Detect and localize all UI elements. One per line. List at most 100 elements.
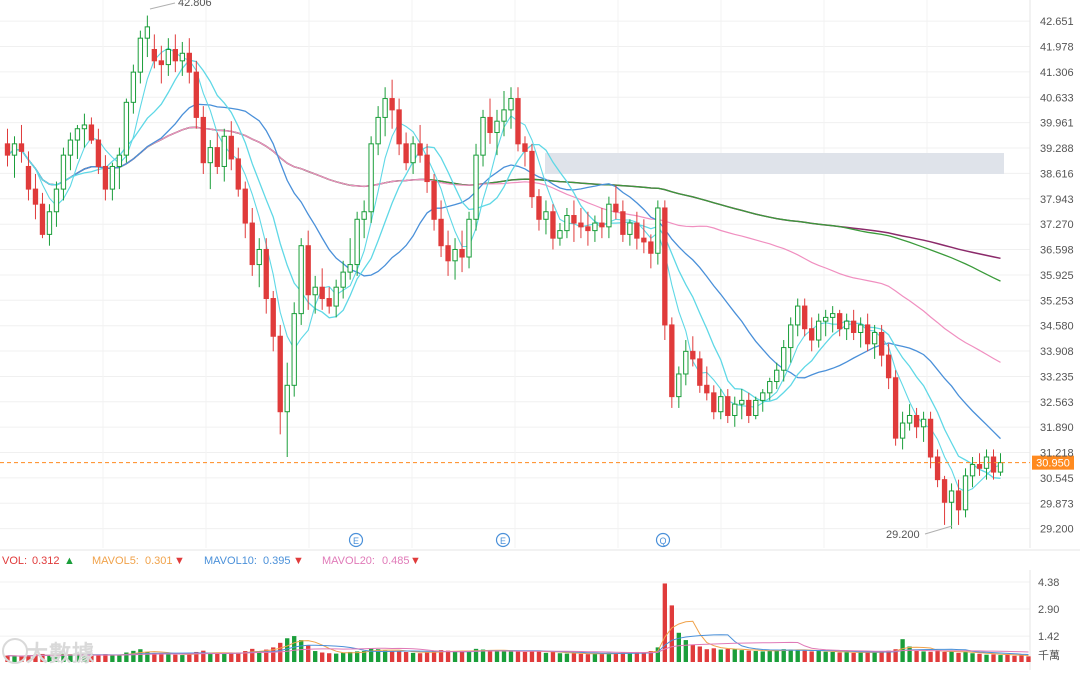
candle-body xyxy=(990,456,997,473)
candle-body xyxy=(585,226,591,232)
candle-body xyxy=(151,49,158,62)
price-tick-label: 32.563 xyxy=(1040,397,1074,409)
candle xyxy=(753,396,759,420)
volume-bar xyxy=(487,650,493,662)
volume-bar xyxy=(655,647,661,662)
candle xyxy=(816,313,822,348)
candlesticks[interactable] xyxy=(4,15,1004,529)
candle xyxy=(102,155,109,201)
candle-body xyxy=(277,335,283,413)
candle-body xyxy=(746,399,752,416)
event-marker[interactable]: E xyxy=(348,532,364,548)
candle xyxy=(836,309,843,337)
volume-bar xyxy=(320,652,325,662)
candle-body xyxy=(899,422,906,439)
volume-bar xyxy=(68,654,73,662)
candle xyxy=(662,200,668,341)
volume-bar xyxy=(236,652,241,662)
volume-bar xyxy=(851,652,856,662)
candle-body xyxy=(760,392,766,401)
volume-bar xyxy=(830,651,835,662)
volume-bar xyxy=(375,649,381,662)
candle xyxy=(473,143,479,231)
volume-bar xyxy=(585,654,591,662)
candle xyxy=(704,366,710,401)
volume-unit: 千萬 xyxy=(1038,649,1060,662)
volume-bar xyxy=(837,652,842,662)
volume-bar xyxy=(285,638,290,662)
candle xyxy=(361,200,367,239)
price-tick-label: 37.270 xyxy=(1040,219,1074,231)
candle-body xyxy=(836,313,843,330)
candle xyxy=(368,136,374,224)
volume-bar xyxy=(403,651,409,662)
candle-body xyxy=(39,203,46,235)
volume-bar xyxy=(788,649,793,662)
candle xyxy=(116,147,123,190)
candle xyxy=(795,298,801,337)
candle-body xyxy=(739,399,745,405)
volume-bar xyxy=(124,652,129,662)
candle-body xyxy=(669,324,675,398)
event-marker[interactable]: Q xyxy=(655,532,671,548)
candle xyxy=(151,34,158,69)
volume-axis: 4.38 2.90 1.42 xyxy=(1038,577,1059,643)
candle-body xyxy=(452,248,458,262)
candle xyxy=(172,34,178,73)
candle xyxy=(249,207,255,276)
candle xyxy=(200,106,206,175)
volume-bar xyxy=(606,652,612,662)
volume-bar xyxy=(963,651,968,662)
candle-body xyxy=(494,120,500,134)
candle xyxy=(543,200,549,235)
candle xyxy=(375,106,381,156)
candle-body xyxy=(270,298,276,337)
candle xyxy=(158,45,165,84)
volume-bar xyxy=(725,648,730,662)
volume-bar xyxy=(760,651,765,662)
volume-bar xyxy=(292,636,297,662)
candle xyxy=(235,147,241,197)
candle-body xyxy=(74,128,81,141)
volume-grid xyxy=(0,570,1031,670)
candle-body xyxy=(529,150,535,198)
candle xyxy=(948,483,955,529)
volume-bar xyxy=(173,654,178,662)
volume-bar xyxy=(110,655,115,662)
candle-body xyxy=(361,211,367,220)
price-grid xyxy=(0,0,1031,548)
candle-body xyxy=(95,139,102,167)
candle xyxy=(60,147,67,201)
candle-body xyxy=(81,124,88,130)
volume-bar xyxy=(166,653,171,662)
low-annotation: 29.200 xyxy=(886,525,953,541)
event-marker-circle xyxy=(655,532,671,548)
candle xyxy=(186,38,192,84)
event-marker[interactable]: E xyxy=(495,532,511,548)
volume-bar xyxy=(61,653,66,662)
candle xyxy=(760,389,766,412)
volume-bar xyxy=(229,652,234,662)
volume-bar xyxy=(571,653,577,662)
volume-bar xyxy=(683,640,688,662)
candle xyxy=(739,389,745,420)
volume-bar xyxy=(599,653,605,662)
candle xyxy=(39,192,46,239)
candle-body xyxy=(948,490,955,503)
candle-body xyxy=(892,377,899,439)
candle xyxy=(438,200,444,258)
low-label: 29.200 xyxy=(886,529,920,541)
candle-body xyxy=(312,286,318,296)
candle xyxy=(823,309,829,337)
volume-bar xyxy=(578,653,584,662)
candle xyxy=(130,64,137,114)
volume-bar xyxy=(767,650,772,662)
candle-body xyxy=(102,165,109,190)
candle-body xyxy=(60,154,67,190)
candle xyxy=(655,200,661,265)
price-tick-label: 35.253 xyxy=(1040,295,1074,307)
volume-bar xyxy=(935,650,940,662)
candle-body xyxy=(480,116,486,156)
